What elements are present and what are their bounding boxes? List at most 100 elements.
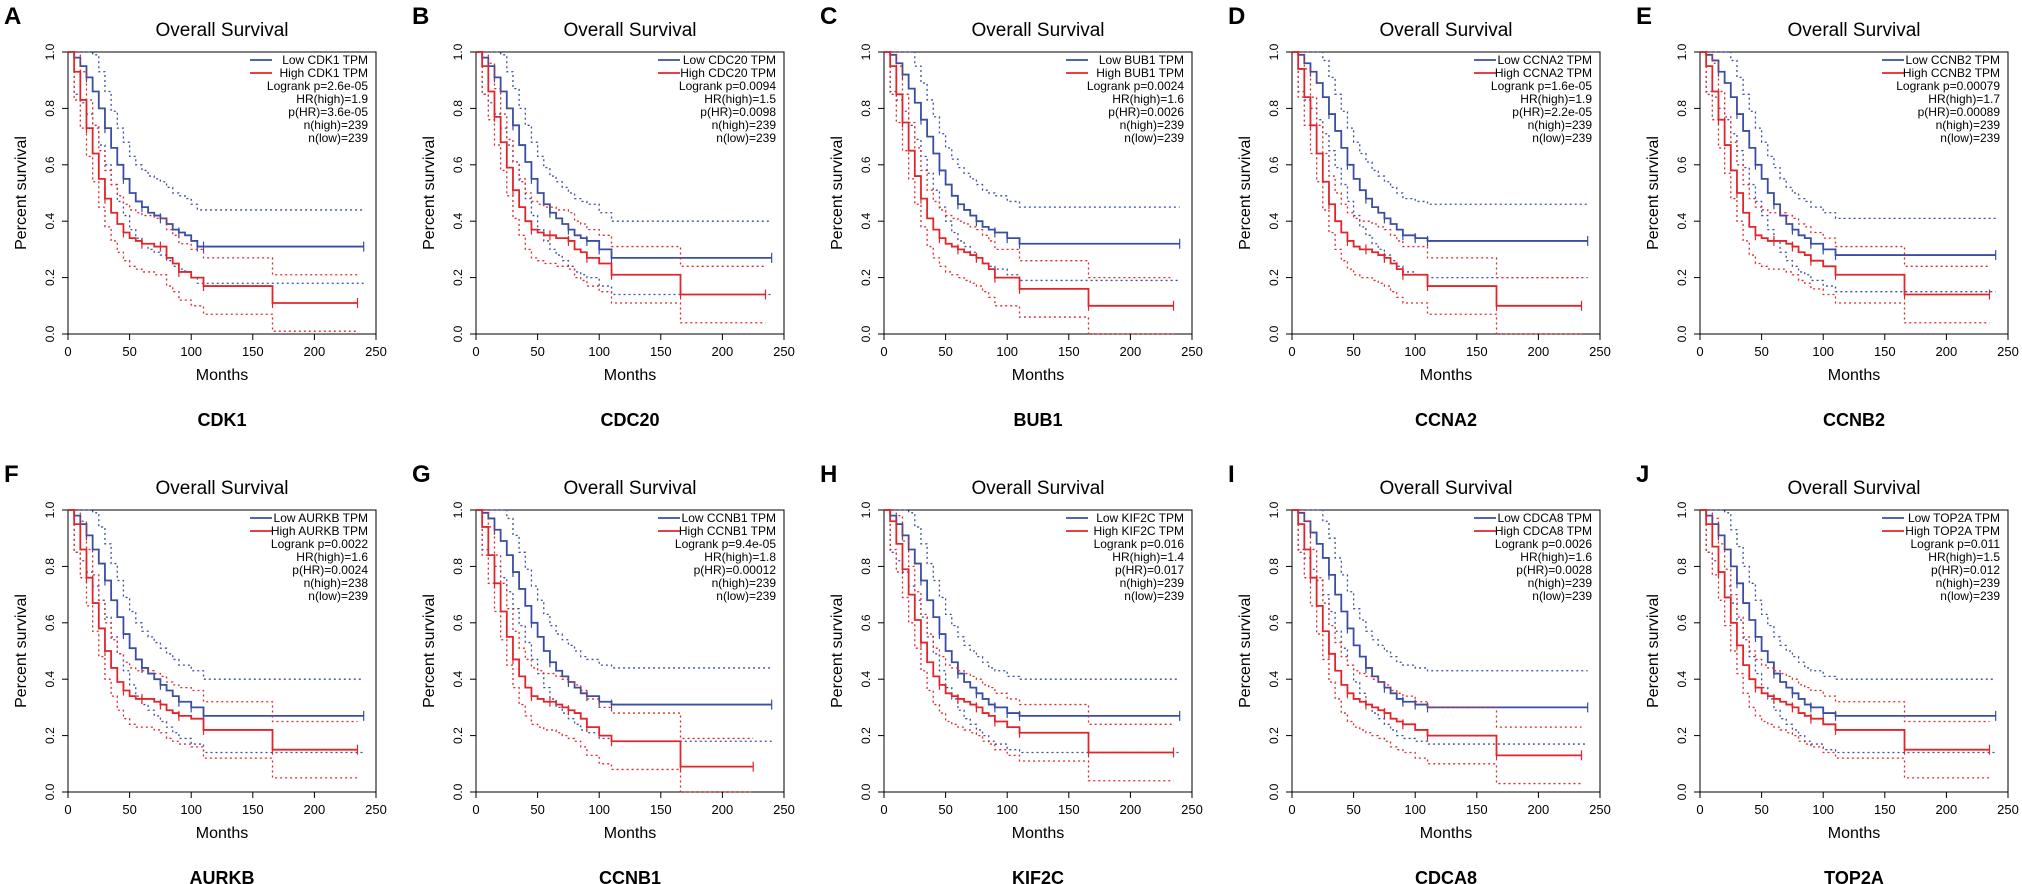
lower-ci-line (1700, 509, 1990, 779)
chart-title: Overall Survival (155, 478, 288, 499)
y-tick-label: 1.0 (1675, 501, 1689, 518)
x-tick-label: 100 (588, 802, 610, 817)
x-tick-label: 100 (180, 344, 202, 359)
upper-ci-line (476, 509, 754, 740)
y-tick-label: 0.8 (1675, 100, 1689, 117)
panel-letter: B (412, 3, 429, 30)
y-tick-label: 0.2 (859, 727, 873, 744)
stat-text: p(HR)=2.2e-05 (1512, 105, 1592, 119)
x-tick-label: 0 (1696, 802, 1703, 817)
panel-i: I Overall Survival 0.0 0.2 0.4 0.6 0.8 1.0 0 50 10… (1228, 461, 1611, 884)
stat-text: HR(high)=1.6 (296, 550, 368, 564)
chart-title: Overall Survival (1787, 478, 1920, 499)
x-axis-label: Months (1012, 367, 1064, 384)
x-tick-label: 50 (1754, 344, 1768, 359)
stat-text: p(HR)=0.00012 (694, 563, 777, 577)
panel-j: J Overall Survival 0.0 0.2 0.4 0.6 0.8 1.0 0 50 10… (1636, 461, 2019, 884)
lower-ci-line (884, 51, 1180, 282)
panel-g: G Overall Survival 0.0 0.2 0.4 0.6 0.8 1.0 0 50 10… (412, 461, 795, 884)
x-tick-label: 150 (650, 344, 672, 359)
stat-text: p(HR)=0.0028 (1516, 563, 1592, 577)
x-tick-label: 250 (365, 802, 387, 817)
high-expression-series (68, 509, 359, 779)
x-axis-label: Months (1420, 825, 1472, 842)
x-tick-label: 0 (1288, 344, 1295, 359)
y-tick-label: 0.0 (1267, 783, 1281, 800)
legend-label: High CDK1 TPM (280, 66, 368, 80)
stat-text: p(HR)=0.0024 (292, 563, 368, 577)
y-axis-label: Percent survival (829, 594, 846, 708)
survival-curve (68, 509, 364, 717)
x-tick-label: 200 (1528, 802, 1550, 817)
y-tick-label: 0.0 (43, 325, 57, 342)
y-tick-label: 1.0 (451, 501, 465, 518)
lower-ci-line (1292, 51, 1588, 279)
upper-ci-line (1292, 509, 1588, 672)
stat-text: n(low)=239 (1532, 589, 1592, 603)
plot-frame (883, 509, 1193, 793)
gene-label: CCNB2 (1823, 410, 1885, 430)
stat-text: HR(high)=1.9 (296, 92, 368, 106)
gene-label: AURKB (190, 868, 255, 884)
stat-text: HR(high)=1.6 (1520, 550, 1592, 564)
y-tick-label: 0.8 (451, 100, 465, 117)
upper-ci-line (1700, 51, 1990, 267)
upper-ci-line (1700, 51, 1996, 220)
legend-label: Low BUB1 TPM (1099, 53, 1184, 67)
y-tick-label: 1.0 (1267, 501, 1281, 518)
x-tick-label: 0 (64, 344, 71, 359)
stat-text: HR(high)=1.4 (1112, 550, 1184, 564)
x-tick-label: 0 (1696, 344, 1703, 359)
stat-text: Logrank p=0.0026 (1495, 537, 1592, 551)
chart-title: Overall Survival (971, 478, 1104, 499)
chart-title: Overall Survival (563, 20, 696, 41)
y-tick-label: 0.6 (451, 614, 465, 631)
y-tick-label: 1.0 (859, 43, 873, 60)
x-tick-label: 200 (1120, 344, 1142, 359)
y-axis-label: Percent survival (421, 594, 438, 708)
y-tick-label: 0.2 (451, 727, 465, 744)
stat-text: n(high)=239 (712, 576, 777, 590)
y-tick-label: 0.4 (43, 671, 57, 688)
y-tick-label: 0.2 (43, 269, 57, 286)
stat-text: n(high)=239 (1528, 118, 1593, 132)
legend-label: High AURKB TPM (271, 524, 368, 538)
y-tick-label: 0.0 (859, 325, 873, 342)
legend-label: High CDCA8 TPM (1495, 524, 1592, 538)
stat-text: Logrank p=9.4e-05 (675, 537, 776, 551)
panel-letter: C (820, 3, 837, 30)
survival-curve (68, 51, 358, 304)
upper-ci-line (1700, 509, 1990, 723)
legend-label: High TOP2A TPM (1905, 524, 2000, 538)
stat-text: n(high)=239 (1528, 576, 1593, 590)
x-axis-label: Months (1828, 825, 1880, 842)
stat-text: n(low)=239 (716, 131, 776, 145)
legend-label: Low TOP2A TPM (1908, 511, 2000, 525)
stat-text: n(high)=239 (1936, 118, 2001, 132)
upper-ci-line (68, 509, 364, 680)
plot-frame (883, 51, 1193, 335)
y-tick-label: 0.0 (43, 783, 57, 800)
x-tick-label: 0 (880, 802, 887, 817)
survival-curve (1292, 51, 1588, 242)
high-expression-series (1292, 509, 1583, 785)
gene-label: TOP2A (1824, 868, 1884, 884)
survival-curve (476, 51, 766, 296)
x-tick-label: 200 (304, 802, 326, 817)
upper-ci-line (1700, 509, 1996, 680)
stat-text: n(high)=238 (304, 576, 369, 590)
x-tick-label: 50 (530, 802, 544, 817)
survival-curve (476, 509, 772, 706)
stat-text: n(high)=239 (304, 118, 369, 132)
low-expression-series (1292, 51, 1589, 279)
y-axis-label: Percent survival (421, 136, 438, 250)
x-tick-label: 0 (472, 802, 479, 817)
stat-text: p(HR)=0.0026 (1108, 105, 1184, 119)
stat-text: n(low)=239 (1940, 131, 2000, 145)
y-tick-label: 0.4 (1675, 671, 1689, 688)
high-expression-series (476, 509, 754, 793)
survival-curve (476, 51, 772, 259)
low-expression-series (884, 509, 1181, 754)
y-tick-label: 0.4 (451, 213, 465, 230)
y-tick-label: 0.0 (1675, 783, 1689, 800)
